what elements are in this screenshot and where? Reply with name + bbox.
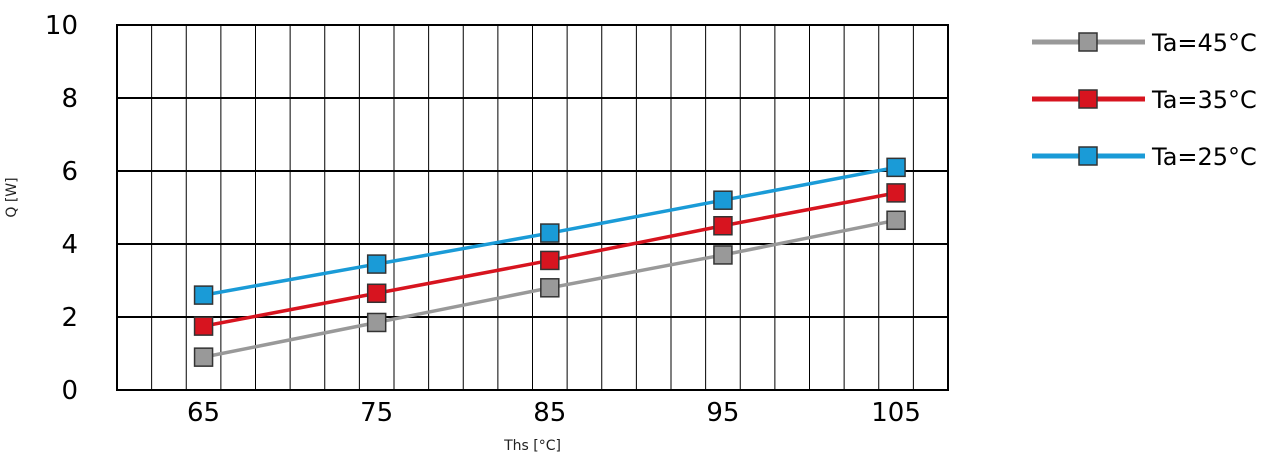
data-point <box>366 254 387 274</box>
x-tick-label: 95 <box>706 398 739 428</box>
legend-item: Ta=25°C <box>1032 143 1257 171</box>
legend-label: Ta=35°C <box>1151 86 1257 114</box>
legend-marker <box>1078 89 1098 109</box>
y-tick-label: 10 <box>45 11 78 41</box>
series-markers <box>193 157 906 367</box>
data-point <box>713 216 733 236</box>
y-tick-label: 2 <box>61 303 78 333</box>
y-tick-label: 6 <box>61 157 78 187</box>
x-tick-labels: 65 75 85 95 105 <box>187 398 921 428</box>
data-point <box>366 283 387 304</box>
y-tick-label: 8 <box>61 84 78 114</box>
x-tick-label: 75 <box>360 398 393 428</box>
legend-item: Ta=45°C <box>1032 29 1257 57</box>
data-point <box>193 316 214 336</box>
data-point <box>540 278 560 298</box>
data-point <box>366 312 387 333</box>
y-axis-label: Q [W] <box>4 177 20 217</box>
legend-marker <box>1078 32 1098 52</box>
data-point <box>193 285 214 305</box>
y-tick-label: 0 <box>61 376 78 406</box>
data-point <box>713 245 733 265</box>
legend-label: Ta=45°C <box>1151 29 1257 57</box>
x-tick-label: 105 <box>871 398 921 428</box>
data-point <box>886 210 906 231</box>
data-point <box>713 190 733 210</box>
data-point <box>886 183 906 203</box>
legend-marker <box>1078 146 1098 166</box>
data-point <box>540 223 560 243</box>
y-tick-label: 4 <box>61 230 78 260</box>
data-point <box>540 250 560 271</box>
data-point <box>886 157 906 178</box>
x-axis-label: Ths [°C] <box>503 438 561 454</box>
data-point <box>193 347 214 367</box>
x-tick-label: 65 <box>187 398 220 428</box>
y-tick-labels: 0 2 4 6 8 10 <box>45 11 78 406</box>
legend: Ta=45°C Ta=35°C Ta=25°C <box>1032 29 1257 171</box>
legend-label: Ta=25°C <box>1151 143 1257 171</box>
legend-item: Ta=35°C <box>1032 86 1257 114</box>
x-tick-label: 85 <box>533 398 566 428</box>
plot-frame <box>116 24 949 391</box>
